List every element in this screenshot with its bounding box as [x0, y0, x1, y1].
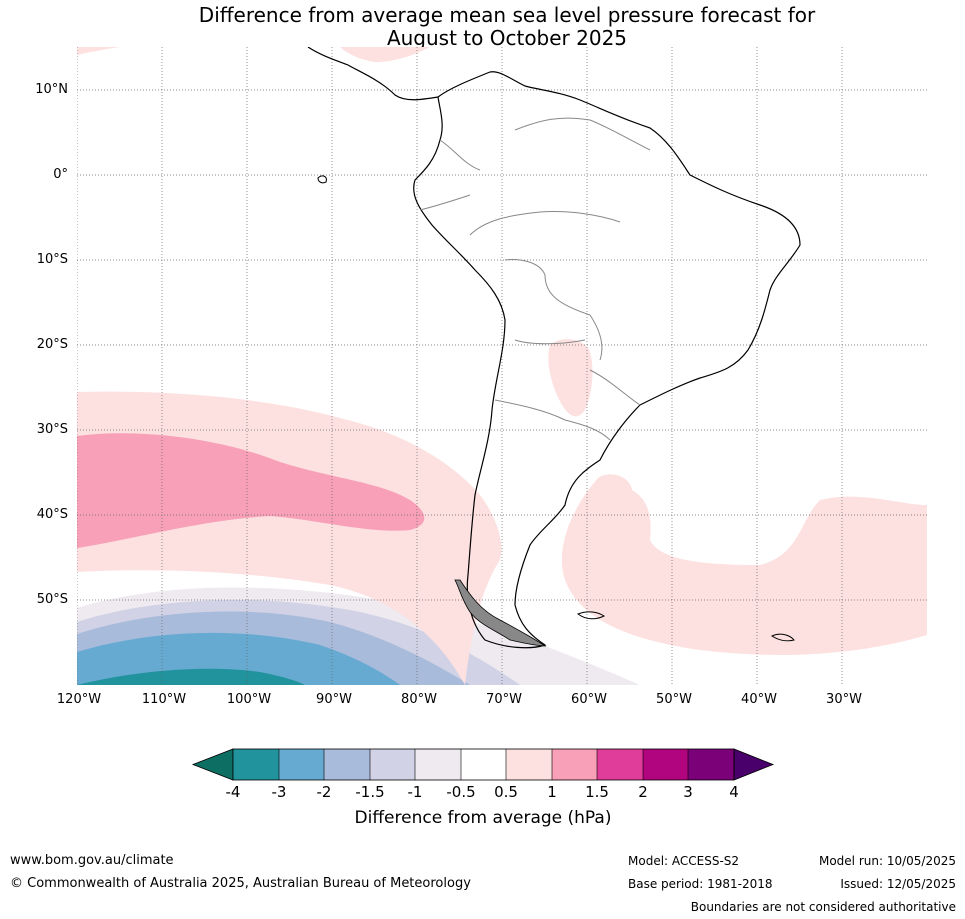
lat-label-20s: 20°S: [36, 337, 68, 352]
lon-label-60w: 60°W: [571, 692, 607, 707]
colorbar-bin-neg1-5-neg1: [370, 749, 415, 780]
lon-label-50w: 50°W: [656, 692, 692, 707]
copyright-text: © Commonwealth of Australia 2025, Austra…: [10, 876, 471, 891]
colorbar-extend-low: [191, 748, 234, 781]
lon-label-70w: 70°W: [486, 692, 522, 707]
colorbar-bin-0-5-1: [506, 749, 552, 780]
lon-label-80w: 80°W: [401, 692, 437, 707]
title-line-2: August to October 2025: [386, 26, 628, 50]
lon-label-100w: 100°W: [226, 692, 272, 707]
colorbar-tick: -3: [271, 783, 287, 801]
lon-label-30w: 30°W: [826, 692, 862, 707]
lon-label-90w: 90°W: [316, 692, 352, 707]
anomaly-band-pos-0-5-north: [77, 47, 120, 55]
colorbar-tick: 1: [547, 783, 557, 801]
colorbar: [191, 748, 775, 781]
colorbar-bin-neg1-neg0-5: [415, 749, 461, 780]
colorbar-tick: 3: [683, 783, 693, 801]
anomaly-band-pos-1-west: [77, 433, 425, 548]
colorbar-label: Difference from average (hPa): [354, 808, 612, 828]
central-america-coastline: [307, 47, 439, 101]
southern-islands: [454, 579, 547, 647]
colorbar-bin-neg3-neg2: [279, 749, 324, 780]
title-line-1: Difference from average mean sea level p…: [198, 3, 816, 27]
boundaries-disclaimer: Boundaries are not considered authoritat…: [690, 900, 956, 914]
colorbar-tick: 2: [638, 783, 648, 801]
base-period: Base period: 1981-2018: [628, 877, 773, 891]
colorbar-bin-neg4-neg3: [233, 749, 279, 780]
colorbar-bin-neg2-neg1-5: [324, 749, 370, 780]
map-title: Difference from average mean sea level p…: [0, 4, 965, 50]
colorbar-bin-3-4: [688, 749, 734, 780]
colorbar-bin-1-5-2: [597, 749, 643, 780]
anomaly-band-pos-0-5-paraguay: [548, 339, 593, 417]
lon-label-40w: 40°W: [741, 692, 777, 707]
south-america-coastline: [413, 71, 801, 649]
anomaly-band-neg-3: [77, 668, 305, 685]
south-georgia: [771, 633, 795, 642]
colorbar-tick: -4: [225, 783, 241, 801]
galapagos-islands: [317, 175, 327, 184]
anomaly-band-pos-0-5-caribbean: [340, 47, 430, 62]
lat-label-40s: 40°S: [36, 507, 68, 522]
colorbar-extend-high: [733, 748, 775, 781]
colorbar-bin-1-1-5: [552, 749, 597, 780]
country-borders: [419, 117, 651, 441]
falkland-islands: [576, 611, 605, 620]
model-run-date: Model run: 10/05/2025: [818, 854, 956, 868]
lat-label-0: 0°: [53, 167, 68, 182]
colorbar-tick: 4: [729, 783, 739, 801]
lat-label-30s: 30°S: [36, 422, 68, 437]
lat-label-10s: 10°S: [36, 252, 68, 267]
anomaly-band-pos-0-5-east: [561, 474, 927, 655]
colorbar-tick: -0.5: [446, 783, 476, 801]
model-name: Model: ACCESS-S2: [628, 854, 740, 868]
colorbar-tick: 0.5: [494, 783, 518, 801]
colorbar-tick: -1.5: [355, 783, 385, 801]
lon-label-120w: 120°W: [56, 692, 102, 707]
colorbar-tick: -1: [407, 783, 423, 801]
website-link[interactable]: www.bom.gov.au/climate: [10, 853, 174, 868]
colorbar-tick: 1.5: [585, 783, 609, 801]
colorbar-bin-neutral: [461, 749, 506, 780]
graticule: [77, 47, 927, 685]
colorbar-tick: -2: [316, 783, 332, 801]
lat-label-50s: 50°S: [36, 592, 68, 607]
lat-label-10n: 10°N: [35, 82, 68, 97]
issued-date: Issued: 12/05/2025: [840, 877, 956, 891]
colorbar-bin-2-3: [643, 749, 688, 780]
lon-label-110w: 110°W: [141, 692, 187, 707]
